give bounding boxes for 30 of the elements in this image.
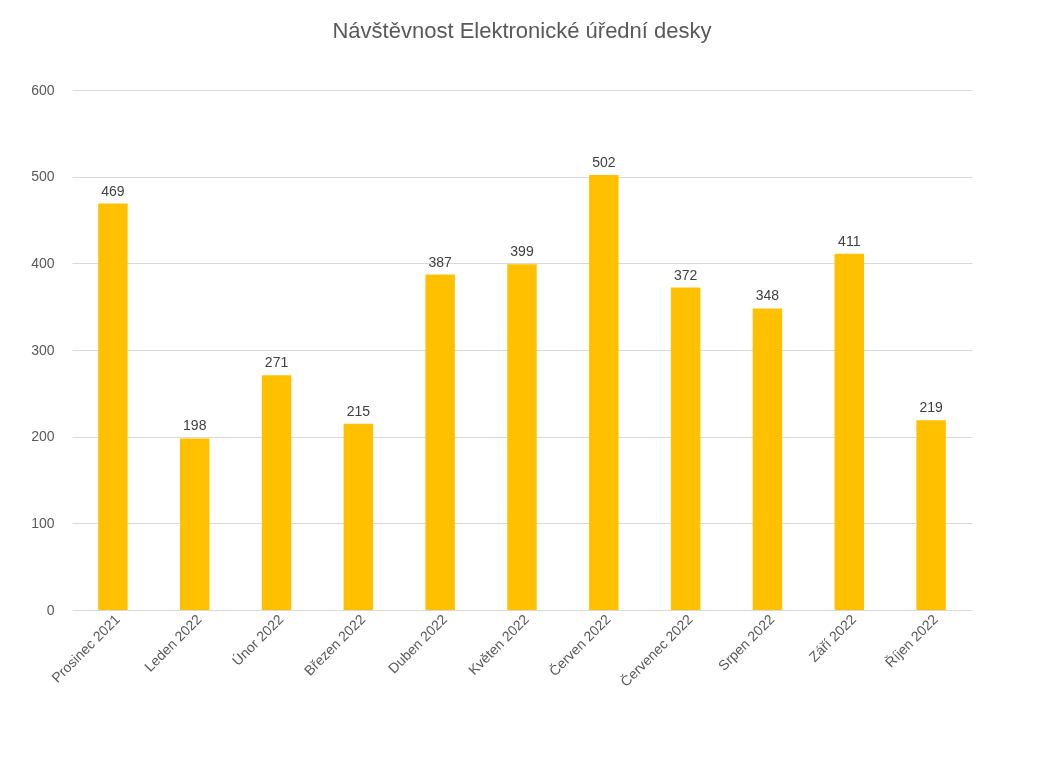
y-tick-label: 100 [31,514,55,531]
bar [261,375,292,610]
data-label: 271 [264,354,289,371]
data-label: 387 [428,253,453,270]
bar [343,423,374,610]
data-label: 215 [346,402,371,419]
bar [752,308,783,610]
bar [180,438,210,610]
y-tick-label: 300 [31,341,55,358]
bar [425,274,455,610]
data-label: 469 [101,182,125,199]
bar [834,253,864,610]
data-label: 502 [592,153,616,170]
y-tick-label: 200 [31,428,55,445]
y-tick-label: 400 [31,254,55,271]
data-label: 399 [510,243,534,260]
y-tick-label: 0 [46,601,55,618]
data-label: 198 [183,417,207,434]
bar [98,203,128,610]
y-tick-label: 600 [31,81,55,98]
bar [507,264,537,610]
y-tick-label: 500 [31,168,55,185]
data-label: 219 [919,399,943,416]
data-label: 411 [838,232,861,249]
data-label: 348 [755,287,780,304]
bar [670,287,701,610]
bar [916,420,946,610]
bar [589,174,619,610]
chart-title: Návštěvnost Elektronické úřední desky [332,18,712,43]
data-label: 372 [673,266,698,283]
